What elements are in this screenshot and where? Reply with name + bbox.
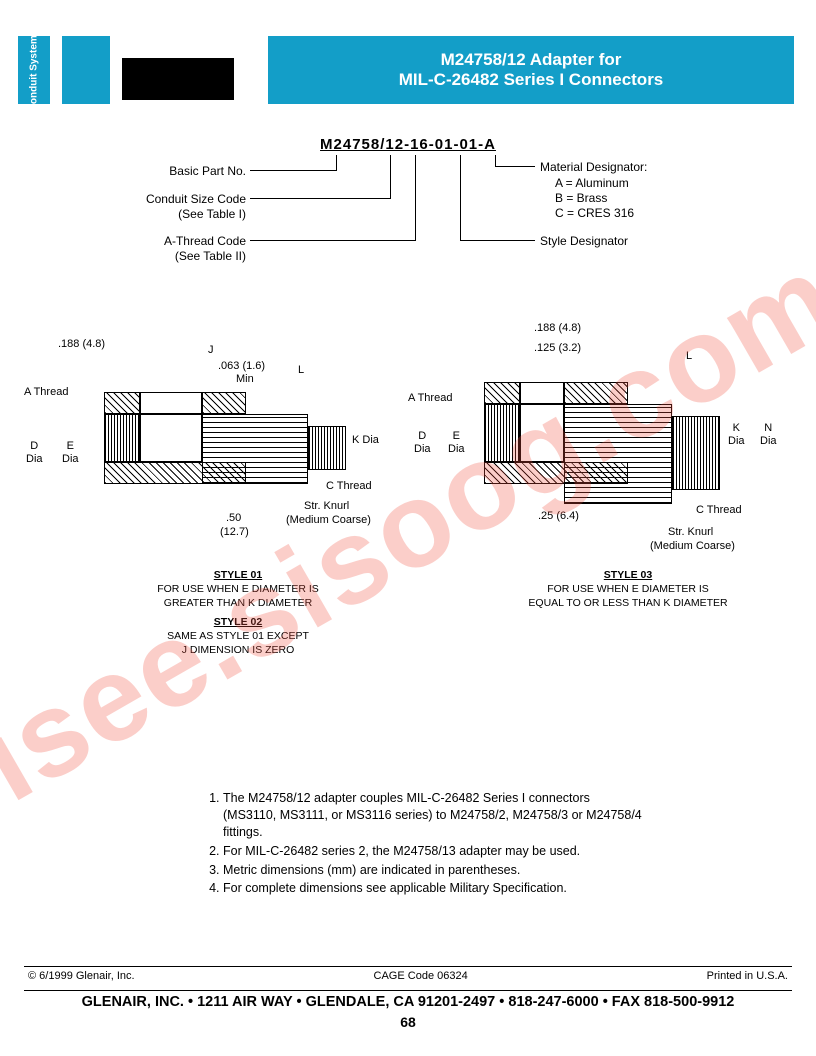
style03-text: FOR USE WHEN E DIAMETER IS EQUAL TO OR L… xyxy=(518,582,738,610)
style02-text: SAME AS STYLE 01 EXCEPT J DIMENSION IS Z… xyxy=(138,629,338,657)
knurl-r1: Str. Knurl xyxy=(668,526,713,539)
athread-r: A Thread xyxy=(408,392,452,405)
caption-style03: STYLE 03 FOR USE WHEN E DIAMETER IS EQUA… xyxy=(518,568,738,611)
pn-material2: A = Aluminum xyxy=(555,176,629,191)
pn-material4: C = CRES 316 xyxy=(555,206,634,221)
footer-printed: Printed in U.S.A. xyxy=(707,970,788,982)
d-dia-r: D Dia xyxy=(414,430,431,456)
dim-188-r: .188 (4.8) xyxy=(534,322,581,335)
note-3: Metric dimensions (mm) are indicated in … xyxy=(223,862,645,879)
pn-style: Style Designator xyxy=(540,234,628,249)
footer-row1: © 6/1999 Glenair, Inc. CAGE Code 06324 P… xyxy=(28,970,788,982)
knurl-r2: (Medium Coarse) xyxy=(650,540,735,553)
title-line1: M24758/12 Adapter for xyxy=(268,50,794,70)
page-number: 68 xyxy=(0,1014,816,1030)
dim-l-left: L xyxy=(298,364,304,377)
footer-copyright: © 6/1999 Glenair, Inc. xyxy=(28,970,135,982)
pn-basic: Basic Part No. xyxy=(169,164,246,179)
cthread-r: C Thread xyxy=(696,504,742,517)
pn-material3: B = Brass xyxy=(555,191,607,206)
knurl-l1: Str. Knurl xyxy=(304,500,349,513)
footer-cage: CAGE Code 06324 xyxy=(374,970,468,982)
drawings-area: .188 (4.8) J L .063 (1.6) Min A Thread D… xyxy=(28,320,788,630)
pn-material1: Material Designator: xyxy=(540,160,647,175)
k-dia-r: K Dia xyxy=(728,422,745,448)
part-number-breakdown: M24758/12-16-01-01-A Basic Part No. Cond… xyxy=(0,128,816,298)
k-dia-l: K Dia xyxy=(352,434,379,447)
note-1: The M24758/12 adapter couples MIL-C-2648… xyxy=(223,790,645,841)
style02-title: STYLE 02 xyxy=(138,615,338,629)
pn-conduit1: Conduit Size Code xyxy=(146,192,246,207)
pn-athread2: (See Table II) xyxy=(175,249,246,264)
title-bar: M24758/12 Adapter for MIL-C-26482 Series… xyxy=(268,36,794,104)
dim-50-2: (12.7) xyxy=(220,526,249,539)
dim-063-min: Min xyxy=(236,373,254,386)
footer-rule-bot xyxy=(24,990,792,991)
athread-l: A Thread xyxy=(24,386,68,399)
side-tab-text: Conduit Systems xyxy=(29,29,40,111)
caption-style01: STYLE 01 FOR USE WHEN E DIAMETER IS GREA… xyxy=(138,568,338,657)
black-swatch xyxy=(122,58,234,100)
dim-125-r: .125 (3.2) xyxy=(534,342,581,355)
note-4: For complete dimensions see applicable M… xyxy=(223,880,645,897)
blue-swatch xyxy=(62,36,110,104)
style03-title: STYLE 03 xyxy=(518,568,738,582)
dim-063: .063 (1.6) xyxy=(218,360,265,373)
note-2: For MIL-C-26482 series 2, the M24758/13 … xyxy=(223,843,645,860)
d-dia-l: D Dia xyxy=(26,440,43,466)
style01-title: STYLE 01 xyxy=(138,568,338,582)
dim-25: .25 (6.4) xyxy=(538,510,579,523)
style01-text: FOR USE WHEN E DIAMETER IS GREATER THAN … xyxy=(138,582,338,610)
dim-50-1: .50 xyxy=(226,512,241,525)
e-dia-l: E Dia xyxy=(62,440,79,466)
e-dia-r: E Dia xyxy=(448,430,465,456)
pn-conduit2: (See Table I) xyxy=(178,207,246,222)
n-dia-r: N Dia xyxy=(760,422,777,448)
footer-company: GLENAIR, INC. • 1211 AIR WAY • GLENDALE,… xyxy=(0,994,816,1010)
dim-j: J xyxy=(208,344,214,357)
side-tab: Conduit Systems xyxy=(18,36,50,104)
footer-rule-top xyxy=(24,966,792,967)
pn-code: M24758/12-16-01-01-A xyxy=(320,136,496,153)
dim-188-l: .188 (4.8) xyxy=(58,338,105,351)
knurl-l2: (Medium Coarse) xyxy=(286,514,371,527)
title-line2: MIL-C-26482 Series I Connectors xyxy=(268,70,794,90)
pn-athread1: A-Thread Code xyxy=(164,234,246,249)
cthread-l: C Thread xyxy=(326,480,372,493)
dim-l-right: L xyxy=(686,350,692,363)
notes-list: The M24758/12 adapter couples MIL-C-2648… xyxy=(205,790,645,899)
